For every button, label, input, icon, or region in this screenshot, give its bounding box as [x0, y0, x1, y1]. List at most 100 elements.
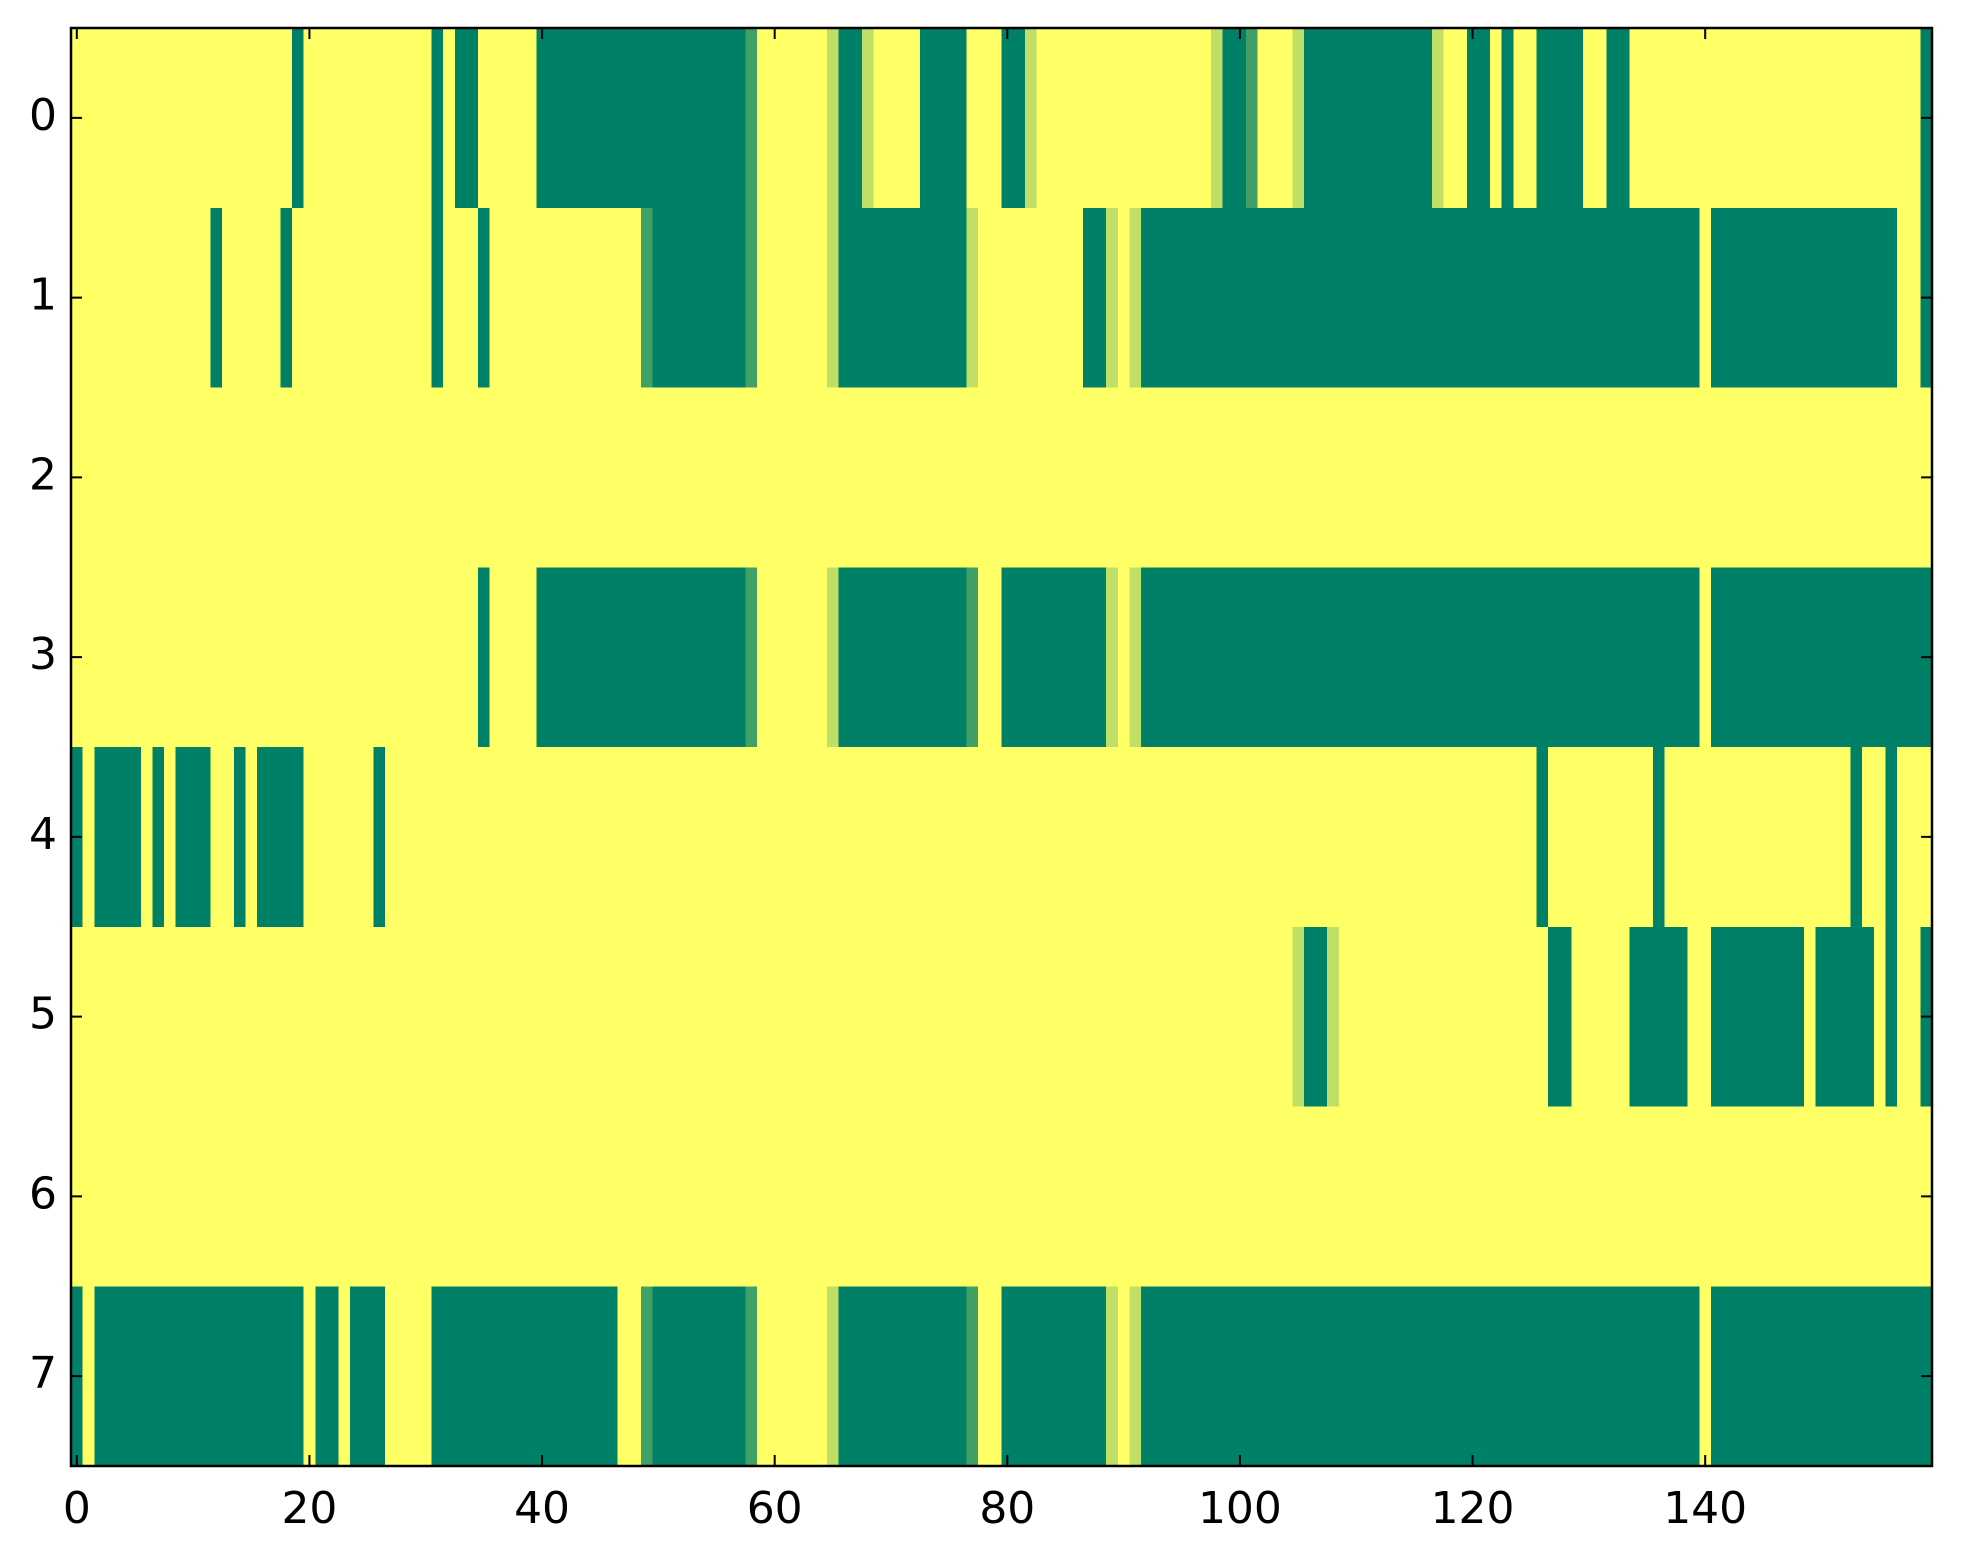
cell [1269, 567, 1282, 748]
cell [1164, 567, 1177, 748]
cell [1187, 387, 1200, 568]
cell [1048, 207, 1061, 389]
cell [1652, 567, 1666, 748]
cell [187, 207, 200, 389]
cell [943, 567, 956, 748]
cell [606, 28, 619, 209]
cell [885, 567, 898, 748]
cell [536, 28, 549, 209]
cell [850, 926, 863, 1108]
cell [117, 747, 130, 928]
cell [1885, 1286, 1898, 1467]
cell [1524, 387, 1538, 568]
cell [1722, 1106, 1735, 1287]
cell [210, 747, 223, 928]
cell [943, 926, 956, 1108]
cell [82, 567, 95, 748]
cell [803, 926, 816, 1108]
cell [861, 926, 875, 1108]
cell [1780, 926, 1794, 1108]
cell [187, 1286, 200, 1467]
cell [280, 567, 293, 748]
cell [1303, 207, 1317, 389]
cell [187, 567, 200, 748]
cell [803, 1286, 816, 1467]
cell [1536, 28, 1549, 209]
cell [373, 747, 386, 928]
cell [745, 926, 758, 1108]
cell [722, 1106, 735, 1287]
cell [1769, 567, 1782, 748]
cell [1478, 926, 1491, 1108]
cell [501, 1286, 514, 1467]
cell [757, 28, 770, 209]
cell [710, 207, 723, 389]
cell [1548, 926, 1561, 1108]
cell [1420, 207, 1433, 389]
cell [547, 1106, 561, 1287]
cell [1594, 926, 1607, 1108]
cell [1769, 747, 1782, 928]
cell [443, 747, 456, 928]
cell [640, 567, 654, 748]
cell [1908, 387, 1921, 568]
cell [315, 567, 328, 748]
cell [559, 387, 572, 568]
cell [385, 387, 398, 568]
cell [954, 1106, 968, 1287]
cell [198, 1106, 212, 1287]
cell [466, 28, 479, 209]
cell [1036, 1106, 1049, 1287]
cell [1129, 747, 1142, 928]
cell [582, 567, 596, 748]
cell [594, 1286, 607, 1467]
cell [1804, 1106, 1817, 1287]
cell [1245, 1286, 1258, 1467]
cell [1141, 1106, 1154, 1287]
cell [1315, 926, 1328, 1108]
x-tick-label: 40 [514, 1483, 570, 1534]
cell [1536, 567, 1549, 748]
cell [1175, 207, 1189, 389]
cell [827, 747, 840, 928]
cell [233, 1286, 247, 1467]
cell [129, 926, 142, 1108]
cell [361, 1286, 375, 1467]
cell [1885, 207, 1898, 389]
cell [896, 387, 910, 568]
cell [361, 926, 375, 1108]
cell [117, 207, 130, 389]
cell [652, 747, 665, 928]
cell [1327, 28, 1340, 209]
cell [792, 567, 805, 748]
cell [94, 387, 107, 568]
cell [512, 28, 526, 209]
cell [1431, 567, 1445, 748]
cell [1350, 387, 1363, 568]
cell [547, 1286, 561, 1467]
cell [571, 567, 584, 748]
cell [1373, 747, 1386, 928]
cell [1757, 926, 1770, 1108]
cell [1373, 387, 1386, 568]
cell [640, 926, 654, 1108]
cell [1396, 926, 1410, 1108]
cell [1234, 207, 1247, 389]
cell [966, 207, 979, 389]
cell [1873, 747, 1887, 928]
cell [582, 387, 596, 568]
cell [326, 926, 340, 1108]
cell [1117, 1106, 1131, 1287]
cell [1164, 1286, 1177, 1467]
cell [501, 207, 514, 389]
cell [1048, 387, 1061, 568]
cell [1466, 926, 1479, 1108]
cell [1141, 1286, 1154, 1467]
cell [1594, 28, 1607, 209]
cell [1734, 207, 1747, 389]
cell [1420, 1106, 1433, 1287]
cell [710, 747, 723, 928]
cell [757, 1106, 770, 1287]
cell [1722, 747, 1735, 928]
cell [1769, 28, 1782, 209]
